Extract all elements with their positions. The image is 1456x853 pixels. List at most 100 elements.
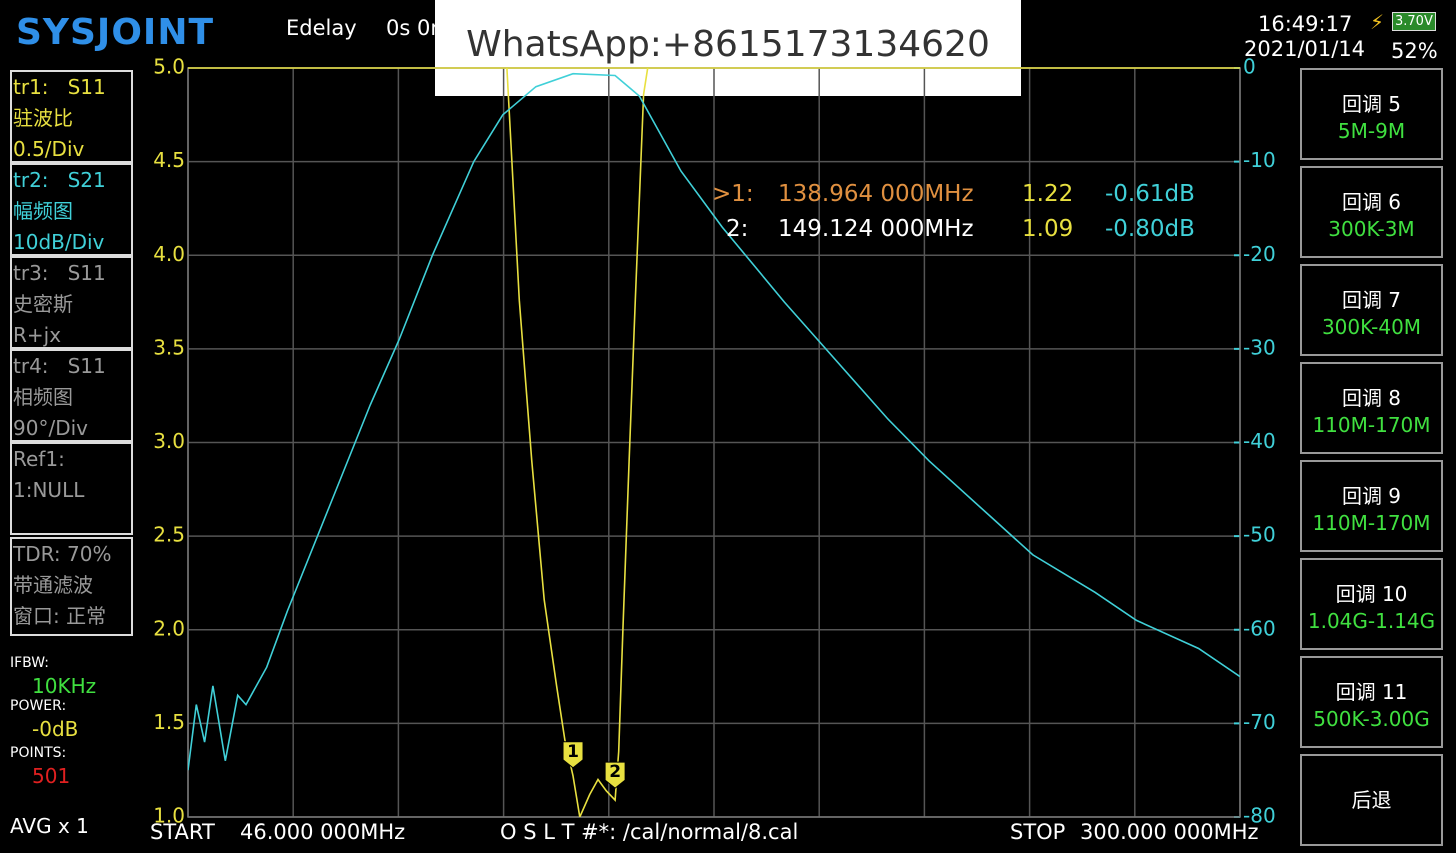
trace-box[interactable]: tr4: S11 相频图 90°/Div [10,349,133,442]
trace-line [188,72,1240,771]
tdr-text: 窗口: 正常 [13,604,107,628]
ifbw-label: IFBW: [10,655,50,671]
button-range: 110M-170M [1312,511,1431,535]
ref-label: Ref1: [13,447,65,471]
y2-tick-label: -50 [1243,523,1276,547]
ref-value: 1:NULL [13,478,85,502]
trace-param: S11 [67,75,106,99]
y-tick-label: 3.0 [153,429,185,453]
y2-tick-label: 0 [1243,55,1256,79]
side-button[interactable] [1300,656,1443,748]
y-tick-label: 1.0 [153,804,185,828]
readout-swr: 1.09 [1022,216,1074,242]
ifbw: 10KHz [32,674,97,698]
y-tick-label: 3.5 [153,335,185,359]
side-button[interactable] [1300,362,1443,454]
y-tick-label: 5.0 [153,55,185,79]
trace-id: tr4: [13,354,49,378]
date: 2021/01/14 [1244,37,1366,61]
ref-box[interactable]: Ref1: 1:NULL [10,442,133,535]
trace-format: 驻波比 [13,106,73,130]
trace-param: S11 [67,354,106,378]
trace-param: S11 [67,261,106,285]
button-title: 回调 7 [1341,288,1402,312]
y-tick-label: 2.5 [153,523,185,547]
readout-marker: >1: [712,181,754,207]
side-button[interactable] [1300,166,1443,258]
y-tick-label: 1.5 [153,710,185,734]
tdr-box[interactable]: TDR: 70% 带通滤波窗口: 正常 [10,537,133,636]
button-title: 回调 9 [1341,484,1402,508]
y-tick-label: 2.0 [153,616,185,640]
y2-tick-label: -40 [1243,429,1276,453]
trace-scale: R+jx [13,323,62,347]
stop-label: STOP [1010,820,1066,844]
y-tick-label: 4.5 [153,148,185,172]
trace-id: tr2: [13,168,49,192]
button-range: 300K-3M [1328,217,1415,241]
start-freq: 46.000 000MHz [240,820,406,844]
button-range: 5M-9M [1337,119,1406,143]
trace-id: tr1: S11 [13,72,131,103]
readout-freq: 138.964 000MHz [778,181,974,207]
button-title: 回调 6 [1341,190,1402,214]
watermark: WhatsApp:+8615173134620 [435,0,1021,96]
stop-freq: 300.000 000MHz [1080,820,1259,844]
y2-tick-label: -60 [1243,616,1276,640]
button-title: 后退 [1351,788,1392,812]
side-button[interactable] [1300,754,1443,846]
trace-format: 相频图 [13,385,73,409]
marker-tag [604,761,626,789]
y2-tick-label: -80 [1243,804,1276,828]
trace-id: tr3: S11 [13,258,131,289]
button-title: 回调 8 [1341,386,1402,410]
y2-tick-label: -10 [1243,148,1276,172]
trace-scale: 0.5/Div [13,137,85,161]
button-range: 110M-170M [1312,413,1431,437]
trace-line [506,68,649,817]
marker-tag [562,741,584,769]
time: 16:49:17 [1258,12,1353,36]
trace-id: tr4: S11 [13,351,131,382]
avg: AVG x 1 [10,814,89,838]
trace-box[interactable]: tr1: S11 驻波比 0.5/Div [10,70,133,163]
cal-file: O S L T #*: /cal/normal/8.cal [500,820,799,844]
power-label: POWER: [10,698,67,714]
power: -0dB [32,717,79,741]
button-range: 500K-3.00G [1313,707,1430,731]
trace-format: 幅频图 [13,199,73,223]
charge-icon: ⚡ [1370,10,1385,34]
trace-scale: 90°/Div [13,416,88,440]
side-button[interactable] [1300,68,1443,160]
trace-scale: 10dB/Div [13,230,105,254]
battery-percent: 52% [1391,39,1438,63]
y2-tick-label: -20 [1243,242,1276,266]
readout-freq: 149.124 000MHz [778,216,974,242]
tdr-text: 带通滤波 [13,573,93,597]
trace-id: tr3: [13,261,49,285]
trace-box[interactable]: tr3: S11 史密斯 R+jx [10,256,133,349]
readout-s21: -0.80dB [1105,216,1195,242]
marker-label: 1 [567,742,579,762]
battery-voltage: 3.70V [1392,12,1436,31]
y2-tick-label: -70 [1243,710,1276,734]
y-tick-label: 4.0 [153,242,185,266]
button-range: 300K-40M [1321,315,1422,339]
trace-param: S21 [67,168,106,192]
button-title: 回调 11 [1335,680,1408,704]
tdr-text: TDR: 70% [13,542,112,566]
trace-id: tr2: S21 [13,165,131,196]
side-button[interactable] [1300,264,1443,356]
y2-tick-label: -30 [1243,335,1276,359]
readout-s21: -0.61dB [1105,181,1195,207]
side-button[interactable] [1300,460,1443,552]
button-range: 1.04G-1.14G [1307,609,1436,633]
marker-label: 2 [609,762,621,782]
trace-id: tr1: [13,75,49,99]
readout-swr: 1.22 [1022,181,1074,207]
side-button[interactable] [1300,558,1443,650]
trace-box[interactable]: tr2: S21 幅频图 10dB/Div [10,163,133,256]
brand: SYSJOINT [16,12,215,53]
